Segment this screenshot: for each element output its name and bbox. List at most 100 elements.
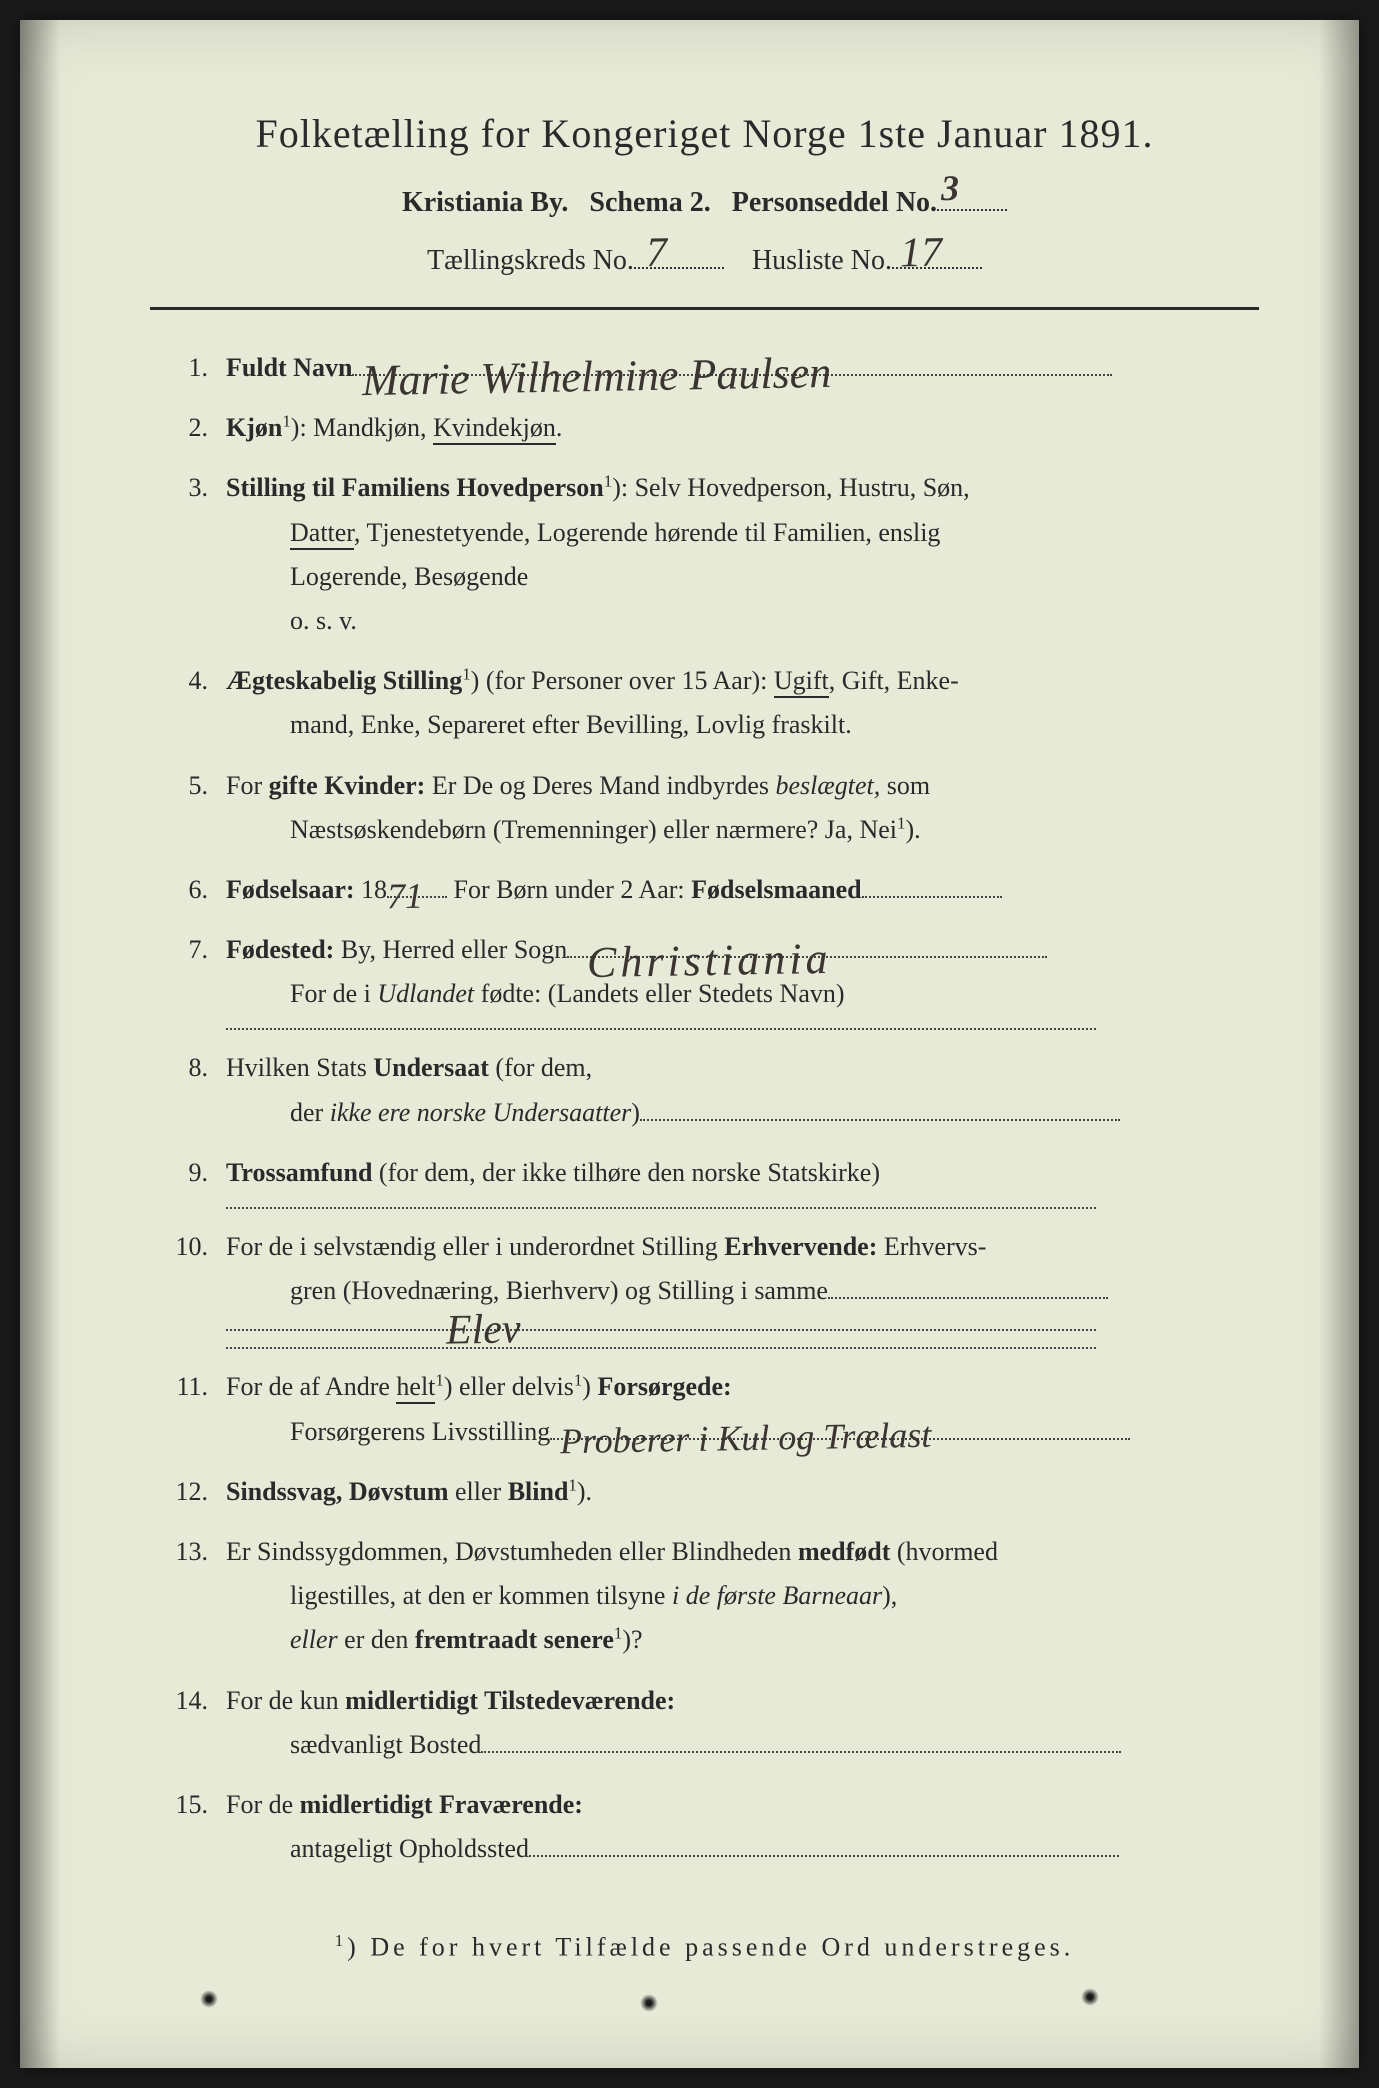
text: (for dem, der ikke tilhøre den norske St… [372, 1158, 880, 1187]
text: , Tjenestetyende, Logerende hørende til … [354, 518, 941, 547]
entry-15: 15. For de midlertidigt Fraværende: anta… [170, 1783, 1259, 1871]
text: For de [226, 1790, 300, 1819]
bold-text: Sindssvag, Døvstum [226, 1477, 449, 1506]
entry-5: 5. For gifte Kvinder: Er De og Deres Man… [170, 764, 1259, 852]
entry-9: 9. Trossamfund (for dem, der ikke tilhør… [170, 1151, 1259, 1209]
schema-label: Schema 2. [589, 187, 710, 218]
entry-line4: o. s. v. [226, 599, 1259, 643]
name-blank: Marie Wilhelmine Paulsen [352, 374, 1112, 376]
month-blank [862, 896, 1002, 898]
birthplace-handwritten: Christiania [587, 922, 833, 1001]
footnote-ref: 1 [462, 664, 470, 683]
text: By, Herred eller Sogn [334, 935, 567, 964]
text: ) (for Personer over 15 Aar): [471, 666, 774, 695]
text: som [880, 771, 930, 800]
entry-body: Hvilken Stats Undersaat (for dem, der ik… [226, 1046, 1259, 1134]
text: Er De og Deres Mand indbyrdes [425, 771, 775, 800]
text: For [226, 771, 269, 800]
entry-line2: ligestilles, at den er kommen tilsyne i … [226, 1574, 1259, 1618]
entry-num: 4. [170, 659, 226, 747]
entry-line2: der ikke ere norske Undersaatter) [226, 1091, 1259, 1135]
text: Erhvervs- [877, 1232, 986, 1261]
year-blank: 71 [387, 896, 447, 898]
footnote: 1) De for hvert Tilfælde passende Ord un… [150, 1931, 1259, 1963]
text: , Gift, Enke- [829, 666, 959, 695]
footnote-ref: 1 [568, 1475, 576, 1494]
text: gren (Hovednæring, Bierhverv) og Stillin… [290, 1276, 828, 1305]
entry-line2: antageligt Opholdssted [226, 1827, 1259, 1871]
bold-text: midlertidigt Tilstedeværende: [345, 1686, 675, 1715]
entry-7: 7. Fødested: By, Herred eller SognChrist… [170, 928, 1259, 1030]
entry-10: 10. For de i selvstændig eller i underor… [170, 1225, 1259, 1349]
bold-text: Fødselsmaaned [691, 875, 861, 904]
text: eller [449, 1477, 508, 1506]
kreds-label: Tællingskreds No. [427, 245, 634, 276]
pinhole-mark [1081, 1988, 1099, 2006]
bold-text: Blind [508, 1477, 569, 1506]
text: For de i [290, 979, 377, 1008]
entry-line3: eller er den fremtraadt senere1)? [226, 1618, 1259, 1662]
entry-body: Stilling til Familiens Hovedperson1): Se… [226, 466, 1259, 643]
text: Hvilken Stats [226, 1053, 373, 1082]
entry-body: Sindssvag, Døvstum eller Blind1). [226, 1470, 1259, 1514]
field-label: Stilling til Familiens Hovedperson [226, 473, 604, 502]
entry-body: Fødselsaar: 1871 For Børn under 2 Aar: F… [226, 868, 1259, 912]
text: ). [905, 815, 920, 844]
entry-num: 7. [170, 928, 226, 1030]
footnote-ref: 1 [435, 1371, 443, 1390]
entry-11: 11. For de af Andre helt1) eller delvis1… [170, 1365, 1259, 1453]
year-handwritten: 71 [387, 866, 424, 928]
footnote-ref: 1 [604, 472, 612, 491]
entry-num: 9. [170, 1151, 226, 1209]
entry-num: 11. [170, 1365, 226, 1453]
entry-2: 2. Kjøn1): Mandkjøn, Kvindekjøn. [170, 406, 1259, 450]
entry-body: For gifte Kvinder: Er De og Deres Mand i… [226, 764, 1259, 852]
entry-3: 3. Stilling til Familiens Hovedperson1):… [170, 466, 1259, 643]
italic-text: ikke ere norske Undersaatter [330, 1098, 632, 1127]
selected-option: helt [396, 1372, 435, 1404]
blank-line [226, 1207, 1096, 1209]
bold-text: medfødt [798, 1537, 890, 1566]
entry-12: 12. Sindssvag, Døvstum eller Blind1). [170, 1470, 1259, 1514]
entry-body: For de midlertidigt Fraværende: antageli… [226, 1783, 1259, 1871]
bold-text: fremtraadt senere [415, 1625, 614, 1654]
field-label: Fødselsaar: [226, 875, 355, 904]
blank-line [640, 1119, 1120, 1121]
bold-text: Undersaat [373, 1053, 489, 1082]
entry-num: 15. [170, 1783, 226, 1871]
entry-num: 8. [170, 1046, 226, 1134]
entry-num: 1. [170, 346, 226, 390]
text: (for dem, [489, 1053, 592, 1082]
text: ): Mandkjøn, [291, 413, 433, 442]
text: er den [338, 1625, 415, 1654]
husliste-label: Husliste No. [752, 245, 892, 276]
entry-line2: sædvanligt Bosted [226, 1723, 1259, 1767]
italic-text: Udlandet [377, 979, 474, 1008]
third-line: Tællingskreds No.7 Husliste No.17 [150, 245, 1259, 277]
field-label: Ægteskabelig Stilling [226, 666, 462, 695]
entry-num: 12. [170, 1470, 226, 1514]
husliste-handwritten: 17 [900, 229, 943, 278]
text: For Børn under 2 Aar: [447, 875, 691, 904]
entry-6: 6. Fødselsaar: 1871 For Børn under 2 Aar… [170, 868, 1259, 912]
italic-text: beslægtet, [776, 771, 881, 800]
bold-text: Forsørgede: [597, 1372, 731, 1401]
entry-body: For de i selvstændig eller i underordnet… [226, 1225, 1259, 1349]
entry-num: 13. [170, 1530, 226, 1663]
entry-8: 8. Hvilken Stats Undersaat (for dem, der… [170, 1046, 1259, 1134]
text: ). [577, 1477, 592, 1506]
text: ): Selv Hovedperson, Hustru, Søn, [612, 473, 969, 502]
field-label: Fødested: [226, 935, 334, 964]
text: ) eller delvis [444, 1372, 574, 1401]
footnote-marker: 1 [335, 1931, 347, 1950]
entry-body: Fødested: By, Herred eller SognChristian… [226, 928, 1259, 1030]
form-header: Folketælling for Kongeriget Norge 1ste J… [150, 110, 1259, 277]
selected-option: Datter [290, 518, 354, 550]
birthplace-blank: Christiania [567, 956, 1047, 958]
entry-num: 5. [170, 764, 226, 852]
text: Næstsøskendebørn (Tremenninger) eller næ… [290, 815, 897, 844]
italic-text: eller [290, 1625, 338, 1654]
text: Forsørgerens Livsstilling [290, 1417, 550, 1446]
kreds-blank: 7 [634, 267, 724, 269]
entry-num: 3. [170, 466, 226, 643]
